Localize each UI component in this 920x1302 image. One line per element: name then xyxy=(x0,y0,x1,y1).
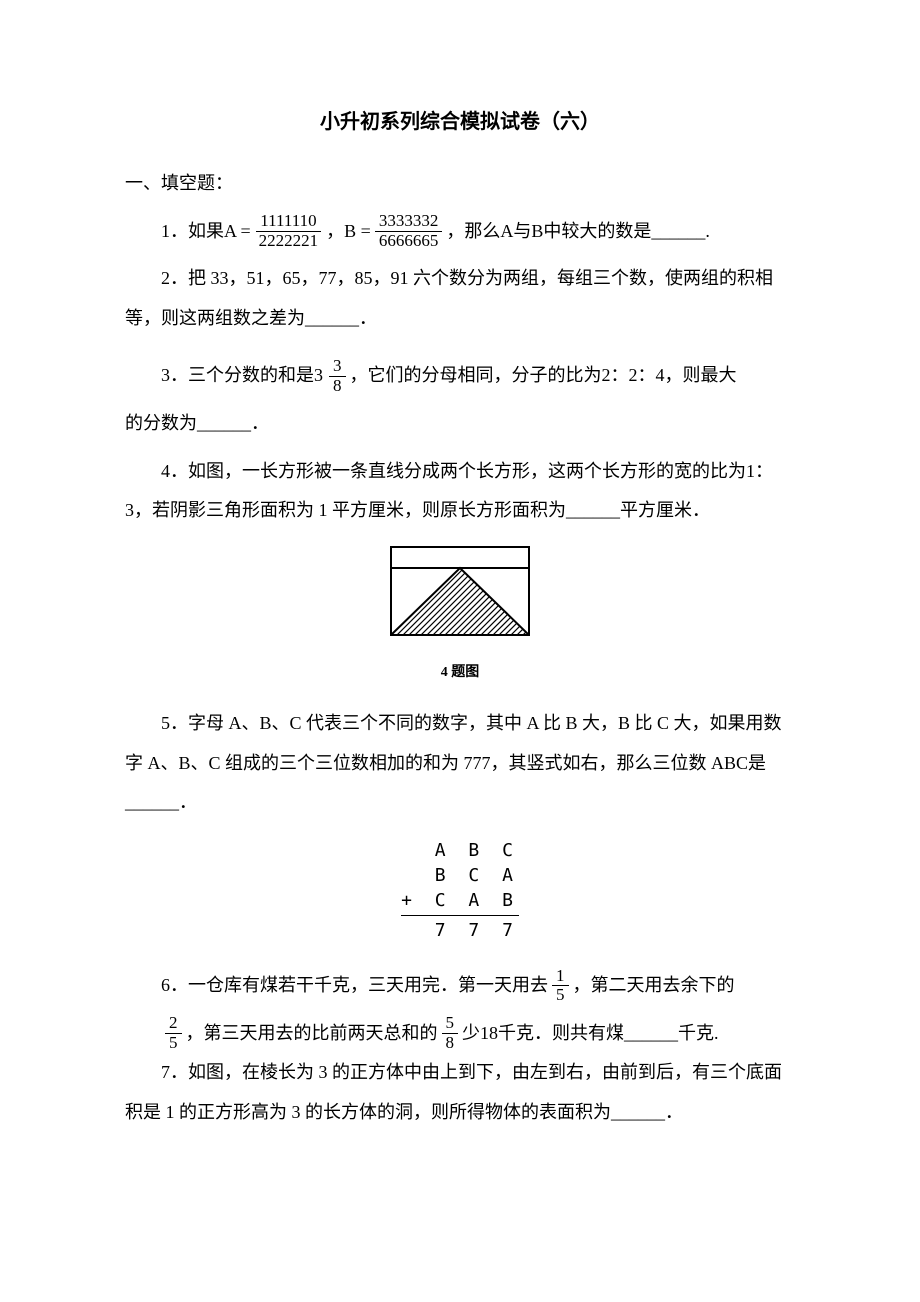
q6-line1-suffix: ，第二天用去余下的 xyxy=(573,966,735,1006)
q1-suffix: ，那么A与B中较大的数是______. xyxy=(446,212,710,252)
q6-f1-den: 5 xyxy=(552,986,569,1005)
q6-f3-num: 5 xyxy=(442,1014,459,1034)
q1-fraction-b: 3333332 6666665 xyxy=(375,212,443,250)
q6-f2-den: 5 xyxy=(165,1034,182,1053)
q6-frac3: 5 8 xyxy=(442,1014,459,1052)
q3-mid: ，它们的分母相同，分子的比为2：2：4，则最 xyxy=(350,356,719,396)
sum-row-2: + B C A xyxy=(401,863,519,888)
vertical-sum: + A B C + B C A + C A B + 7 7 7 xyxy=(401,838,519,944)
figure-4: 4 题图 xyxy=(125,546,795,689)
q6-frac1: 1 5 xyxy=(552,967,569,1005)
question-6-line1: 6．一仓库有煤若干千克，三天用完．第一天用去 1 5 ，第二天用去余下的 xyxy=(125,966,795,1006)
q3-den: 8 xyxy=(329,377,346,396)
question-3-cont: 的分数为______． xyxy=(125,404,795,444)
q3-fraction: 3 8 xyxy=(329,357,346,395)
q6-mid1: ，第三天用去的比前两天总和的 xyxy=(186,1014,438,1054)
q6-prefix: 6．一仓库有煤若干千克，三天用完．第一天用去 xyxy=(161,966,548,1006)
figure-4-svg xyxy=(390,546,530,636)
sum-row-3: + C A B xyxy=(401,888,519,913)
figure-4-caption: 4 题图 xyxy=(125,658,795,689)
question-1: 1．如果A = 1111110 2222221 ，B = 3333332 666… xyxy=(125,212,795,252)
question-7: 7．如图，在棱长为 3 的正方体中由上到下，由左到右，由前到后，有三个底面积是 … xyxy=(125,1053,795,1132)
q1-frac1-den: 2222221 xyxy=(255,232,323,251)
q3-prefix: 3．三个分数的和是 xyxy=(161,356,314,396)
section-header: 一、填空题： xyxy=(125,164,795,204)
q3-da: 大 xyxy=(719,356,737,396)
question-2: 2．把 33，51，65，77，85，91 六个数分为两组，每组三个数，使两组的… xyxy=(125,259,795,338)
q3-mixed-fraction: 3 3 8 xyxy=(314,356,350,396)
question-5: 5．字母 A、B、C 代表三个不同的数字，其中 A 比 B 大，B 比 C 大，… xyxy=(125,704,795,823)
q3-num: 3 xyxy=(329,357,346,377)
q6-line2-suffix: 少18千克．则共有煤______千克. xyxy=(462,1014,719,1054)
q6-f3-den: 8 xyxy=(442,1034,459,1053)
page-title: 小升初系列综合模拟试卷（六） xyxy=(125,100,795,144)
q1-frac1-num: 1111110 xyxy=(256,212,320,232)
sum-result: + 7 7 7 xyxy=(401,915,519,943)
q6-frac2: 2 5 xyxy=(165,1014,182,1052)
q1-fraction-a: 1111110 2222221 xyxy=(255,212,323,250)
q1-mid: ，B = xyxy=(326,212,371,252)
q1-frac2-num: 3333332 xyxy=(375,212,443,232)
q1-prefix: 1．如果A = xyxy=(161,212,251,252)
question-3: 3．三个分数的和是 3 3 8 ，它们的分母相同，分子的比为2：2：4，则最 大 xyxy=(125,346,795,396)
q1-frac2-den: 6666665 xyxy=(375,232,443,251)
q3-whole: 3 xyxy=(314,356,323,396)
question-4: 4．如图，一长方形被一条直线分成两个长方形，这两个长方形的宽的比为1：3，若阴影… xyxy=(125,452,795,531)
sum-figure: + A B C + B C A + C A B + 7 7 7 xyxy=(125,838,795,951)
question-6-line2: 2 5 ，第三天用去的比前两天总和的 5 8 少18千克．则共有煤______千… xyxy=(125,1014,795,1054)
q6-f2-num: 2 xyxy=(165,1014,182,1034)
sum-row-1: + A B C xyxy=(401,838,519,863)
q6-f1-num: 1 xyxy=(552,967,569,987)
